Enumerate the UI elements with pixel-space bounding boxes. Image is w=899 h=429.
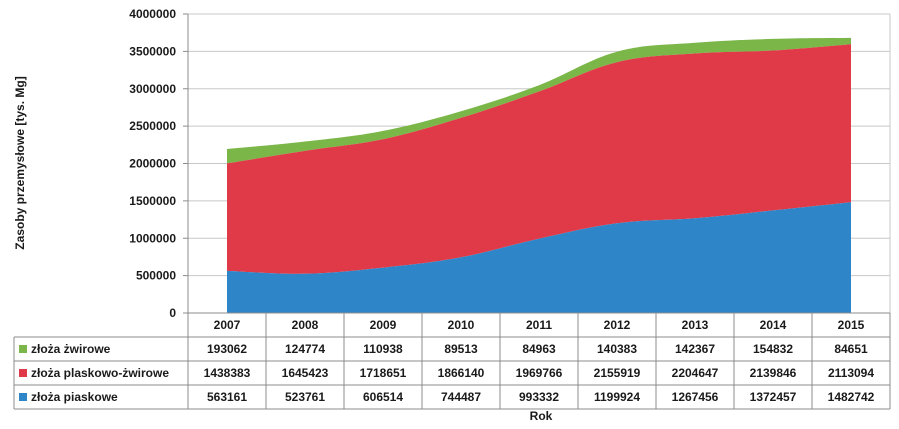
data-table-cell: 154832 — [753, 342, 793, 356]
y-tick-label: 2500000 — [129, 119, 176, 133]
x-tick-label: 2015 — [838, 318, 865, 332]
data-table-cell: 2204647 — [672, 366, 719, 380]
x-tick-label: 2010 — [448, 318, 475, 332]
area-złoża-plaskowo-żwirowe — [227, 44, 851, 274]
legend-swatch — [19, 345, 27, 353]
x-tick-label: 2013 — [682, 318, 709, 332]
data-table-cell: 1372457 — [750, 390, 797, 404]
data-table-cell: 140383 — [597, 342, 637, 356]
y-tick-label: 1000000 — [129, 231, 176, 245]
y-tick-label: 4000000 — [129, 7, 176, 21]
y-axis-title: Zasoby przemysłowe [tys. Mg] — [13, 76, 27, 249]
data-table-cell: 606514 — [363, 390, 403, 404]
x-tick-label: 2014 — [760, 318, 787, 332]
data-table-cell: 2113094 — [828, 366, 874, 380]
data-table-cell: 563161 — [207, 390, 247, 404]
y-axis-ticks: 0 500000 1000000 1500000 2000000 2500000 30000… — [129, 7, 176, 320]
data-table-cell: 84651 — [834, 342, 868, 356]
area-series — [227, 37, 851, 313]
data-table-cell: 2139846 — [750, 366, 797, 380]
data-table-cell: 193062 — [207, 342, 247, 356]
data-table-cell: 142367 — [675, 342, 715, 356]
x-axis-title: Rok — [530, 409, 553, 423]
data-table-cell: 1199924 — [594, 390, 640, 404]
data-table-cell: 1482742 — [828, 390, 875, 404]
data-table-cell: 1438383 — [204, 366, 251, 380]
area-złoża-piaskowe — [227, 202, 851, 313]
y-tick-label: 1500000 — [129, 194, 176, 208]
legend-swatch — [19, 369, 27, 377]
legend-swatch — [19, 393, 27, 401]
data-table-cell: 1645423 — [282, 366, 329, 380]
data-table-cell: 1718651 — [360, 366, 407, 380]
data-table: 2007 2008 2009 2010 2011 2012 2013 2014 2015 złoż… — [13, 312, 891, 410]
y-tick-label: 3500000 — [129, 44, 176, 58]
y-tick-label: 0 — [169, 306, 176, 320]
data-table-cell: 84963 — [522, 342, 556, 356]
data-table-cell: 124774 — [285, 342, 325, 356]
x-tick-label: 2012 — [604, 318, 631, 332]
data-table-cell: 523761 — [285, 390, 325, 404]
data-table-cell: 744487 — [441, 390, 481, 404]
data-table-cell: 89513 — [444, 342, 478, 356]
x-tick-label: 2007 — [214, 318, 241, 332]
data-table-cell: 1267456 — [672, 390, 719, 404]
legend-label: złoża żwirowe — [31, 342, 111, 356]
legend-label: złoża plaskowo-żwirowe — [31, 366, 169, 380]
x-tick-label: 2009 — [370, 318, 397, 332]
data-table-cell: 2155919 — [594, 366, 641, 380]
y-tick-label: 500000 — [136, 269, 176, 283]
y-tick-label: 3000000 — [129, 82, 176, 96]
data-table-cell: 993332 — [519, 390, 559, 404]
y-tick-label: 2000000 — [129, 157, 176, 171]
data-table-cell: 1866140 — [438, 366, 485, 380]
x-tick-label: 2011 — [526, 318, 552, 332]
legend-label: złoża piaskowe — [31, 390, 118, 404]
data-table-cell: 1969766 — [516, 366, 563, 380]
data-table-cell: 110938 — [363, 342, 403, 356]
x-tick-label: 2008 — [292, 318, 319, 332]
area-złoża-żwirowe — [227, 37, 851, 164]
